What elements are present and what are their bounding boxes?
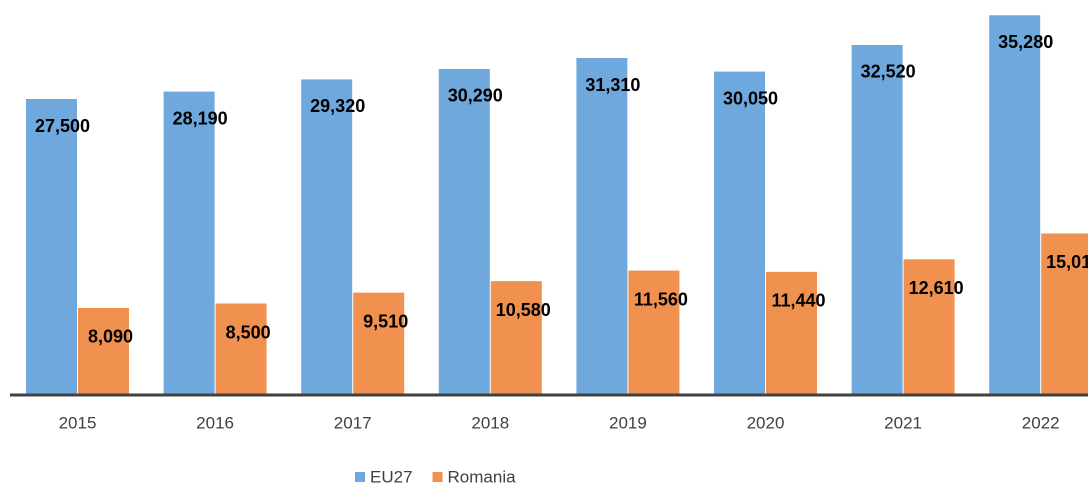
bar (163, 91, 215, 395)
data-label: 9,510 (363, 311, 408, 331)
data-label: 28,190 (173, 108, 228, 128)
bar (903, 259, 955, 395)
data-label: 8,090 (88, 327, 133, 347)
data-label: 30,050 (723, 88, 778, 108)
legend-swatch (432, 472, 443, 482)
data-label: 35,280 (998, 32, 1053, 52)
x-tick-label: 2021 (884, 413, 922, 432)
x-tick-label: 2015 (59, 413, 97, 432)
data-label: 32,520 (861, 62, 916, 82)
bar (576, 58, 628, 395)
data-label: 15,010 (1046, 252, 1088, 272)
data-label: 27,500 (35, 116, 90, 136)
data-label: 29,320 (310, 96, 365, 116)
data-label: 12,610 (909, 278, 964, 298)
data-label: 30,290 (448, 86, 503, 106)
x-tick-label: 2016 (196, 413, 234, 432)
bar (766, 271, 817, 395)
bar (851, 44, 903, 395)
bar (26, 99, 77, 395)
bar (78, 307, 129, 395)
data-label: 31,310 (585, 75, 640, 95)
legend-swatch (355, 472, 365, 482)
x-tick-label: 2019 (609, 413, 647, 432)
data-label: 11,560 (634, 289, 688, 309)
bar (490, 281, 542, 395)
bar (714, 71, 765, 395)
x-tick-label: 2022 (1022, 413, 1060, 432)
bar (628, 270, 680, 395)
legend-label: EU27 (370, 467, 413, 486)
bar (989, 15, 1041, 395)
legend-label: Romania (448, 467, 517, 486)
x-tick-label: 2018 (471, 413, 509, 432)
bar (215, 303, 267, 395)
bar (438, 68, 490, 395)
x-tick-label: 2020 (747, 413, 785, 432)
x-tick-label: 2017 (334, 413, 372, 432)
data-label: 8,500 (226, 322, 271, 342)
data-label: 10,580 (496, 300, 551, 320)
bar (301, 79, 353, 396)
bar (1041, 233, 1088, 395)
data-label: 11,440 (771, 291, 825, 311)
bar (353, 292, 405, 395)
